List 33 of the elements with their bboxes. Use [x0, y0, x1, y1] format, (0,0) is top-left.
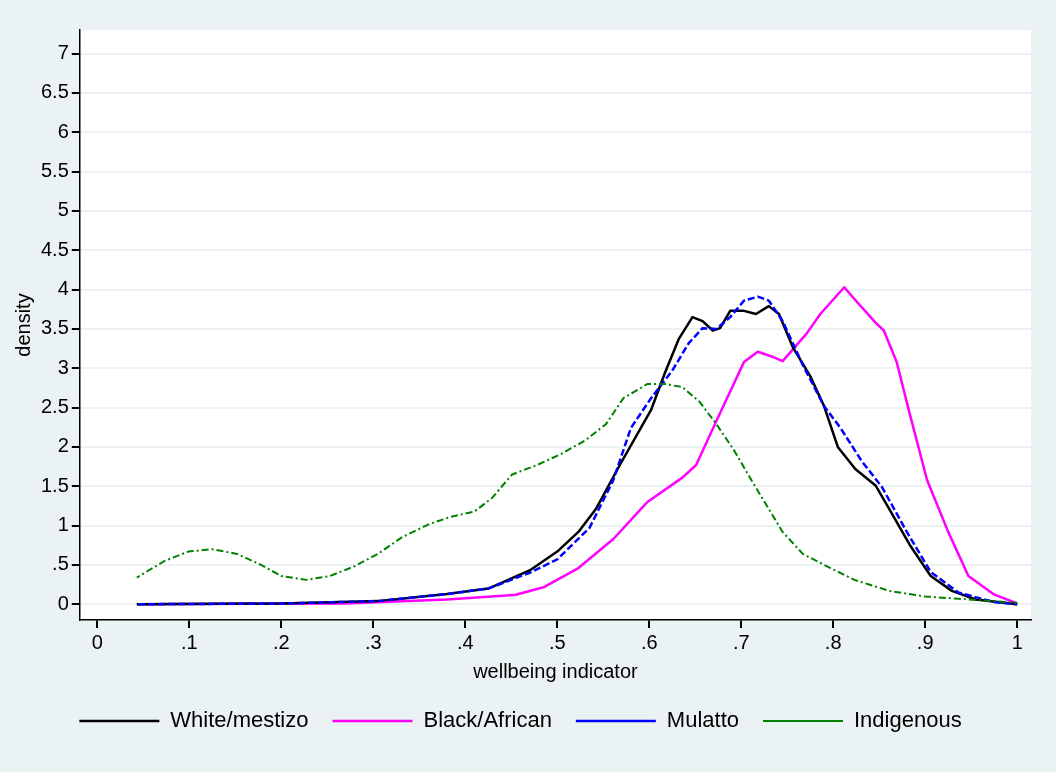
line-series — [135, 383, 1019, 604]
x-tick-label: .9 — [916, 630, 934, 653]
x-tick-label: 1 — [1011, 630, 1023, 653]
y-tick-label: 7 — [57, 41, 69, 64]
y-tick-label: 1.5 — [40, 473, 69, 496]
x-tick-label: .4 — [456, 630, 474, 653]
x-tick-label: .7 — [732, 630, 750, 653]
x-tick-label: .1 — [180, 630, 198, 653]
y-tick-label: 6 — [57, 119, 69, 142]
x-tick-label: .6 — [640, 630, 658, 653]
legend-label: Mulatto — [666, 707, 740, 733]
x-tick-label: .3 — [364, 630, 382, 653]
y-tick-label: .5 — [52, 552, 69, 575]
y-tick-label: 1 — [57, 513, 69, 536]
y-axis-title: density — [11, 293, 34, 357]
x-tick-label: .8 — [824, 630, 842, 653]
x-tick-label: 0 — [91, 630, 103, 653]
y-tick-label: 5.5 — [40, 159, 69, 182]
y-tick-label: 3 — [57, 355, 69, 378]
legend-label: Indigenous — [854, 707, 962, 733]
legend-label: Black/African — [423, 707, 552, 733]
legend-label: White/mestizo — [170, 707, 309, 733]
x-tick-label: .2 — [272, 630, 290, 653]
y-tick-label: 5 — [57, 198, 69, 221]
y-tick-label: 0 — [57, 591, 69, 614]
y-tick-label: 6.5 — [40, 80, 69, 103]
y-tick-label: 3.5 — [40, 316, 69, 339]
y-tick-label: 2.5 — [40, 395, 69, 418]
y-tick-label: 2 — [57, 434, 69, 457]
y-tick-label: 4 — [57, 277, 69, 300]
x-axis-title: wellbeing indicator — [472, 659, 639, 682]
x-tick-label: .5 — [548, 630, 566, 653]
y-tick-label: 4.5 — [40, 237, 69, 260]
